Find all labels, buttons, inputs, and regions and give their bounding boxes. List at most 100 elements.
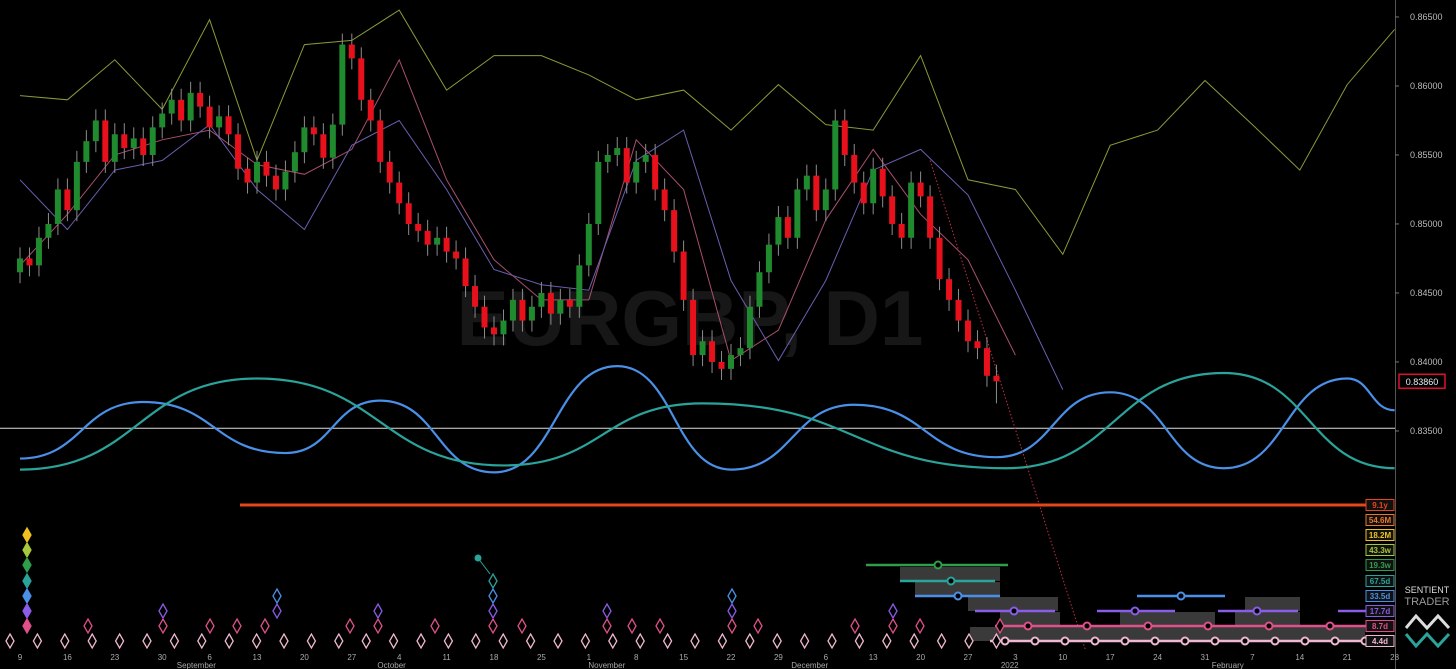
cycle-diamond: [22, 617, 32, 635]
candle-body: [310, 127, 317, 135]
cycle-diamond: [169, 632, 180, 650]
x-tick-label: 3: [1013, 653, 1018, 662]
y-tick-label: 0.83500: [1410, 426, 1443, 436]
cycle-diamond: [727, 602, 737, 620]
cycle-label: 54.6M: [1369, 516, 1392, 525]
candle-body: [851, 154, 858, 183]
cycle-diamond: [772, 632, 782, 650]
x-tick-label: 27: [964, 653, 973, 662]
x-tick-label: 20: [916, 653, 925, 662]
candle-body: [244, 168, 251, 183]
cycle-node: [1176, 591, 1186, 601]
candle-body: [197, 92, 204, 107]
candle-body: [917, 182, 924, 197]
candle-body: [803, 175, 810, 190]
y-tick-label: 0.84000: [1410, 357, 1443, 367]
candle-body: [841, 120, 848, 155]
cycle-diamond: [799, 632, 810, 650]
candle-body: [329, 124, 336, 158]
cycle-diamond: [158, 602, 168, 620]
candle-body: [73, 161, 80, 211]
cycle-zone: [900, 567, 1000, 581]
cycle-label: 9.1y: [1372, 501, 1388, 510]
x-tick-label: 7: [1250, 653, 1255, 662]
cycle-label: 8.7d: [1372, 622, 1388, 631]
cycle-wave: [19, 365, 1395, 474]
cycle-node: [1330, 636, 1340, 646]
cycle-node: [1325, 621, 1335, 631]
cycle-diamond: [83, 617, 93, 635]
candle-body: [83, 141, 90, 162]
cycle-diamond: [498, 632, 508, 650]
candle-body: [974, 341, 981, 349]
candle-body: [272, 175, 279, 190]
candle-body: [614, 148, 621, 155]
cycle-diamond: [5, 632, 15, 650]
last-price-label: 0.83860: [1406, 377, 1439, 387]
cycle-diamond: [361, 632, 371, 650]
x-tick-label: 1: [587, 653, 592, 662]
y-tick-label: 0.85000: [1410, 219, 1443, 229]
cycle-label-box: [1365, 499, 1395, 511]
cycle-diamond: [224, 632, 234, 650]
candle-body: [500, 320, 507, 335]
candle-body: [121, 134, 128, 149]
cycle-diamond: [60, 632, 70, 650]
candle-body: [17, 258, 23, 273]
x-tick-label: 9: [18, 653, 23, 662]
cycle-diamond: [753, 617, 763, 635]
cycle-diamond: [232, 617, 242, 635]
cycle-wave: [19, 371, 1395, 471]
candle-body: [633, 161, 640, 183]
candle-body: [832, 120, 839, 190]
cycle-diamond: [635, 632, 645, 650]
cycle-node: [1143, 621, 1153, 631]
x-tick-label: 31: [1201, 653, 1210, 662]
month-label: September: [177, 661, 216, 669]
candle-body: [386, 161, 393, 183]
cycle-node: [1180, 636, 1190, 646]
candle-body: [235, 134, 242, 169]
x-tick-label: 11: [442, 653, 451, 662]
cycle-diamond: [690, 632, 700, 650]
cycle-diamond: [964, 632, 974, 650]
cycle-diamond: [915, 617, 925, 635]
candle-body: [604, 154, 611, 162]
candle-body: [927, 196, 934, 238]
candle-body: [509, 299, 516, 321]
marker-dot: [474, 554, 482, 562]
cycle-node: [1130, 606, 1140, 616]
cycle-zone: [968, 597, 1058, 611]
cycle-diamond: [608, 632, 618, 650]
x-tick-label: 17: [1106, 653, 1115, 662]
candle-body: [206, 106, 213, 128]
x-tick-label: 29: [774, 653, 783, 662]
y-tick-label: 0.85500: [1410, 150, 1443, 160]
x-tick-label: 10: [1058, 653, 1067, 662]
candle-body: [254, 161, 260, 183]
candle-body: [263, 161, 270, 176]
candle-body: [225, 116, 232, 135]
candle-body: [405, 203, 412, 224]
x-tick-label: 25: [537, 653, 546, 662]
cycle-diamond: [517, 617, 527, 635]
cycle-diamond: [888, 602, 898, 620]
candle-body: [946, 279, 953, 300]
candle-body: [813, 175, 820, 211]
cycle-diamond: [443, 632, 454, 650]
cycle-diamond: [662, 632, 673, 650]
candle-body: [746, 306, 753, 349]
cycle-diamond: [334, 632, 344, 650]
candle-body: [566, 299, 573, 307]
cycle-zone: [915, 582, 1000, 596]
x-tick-label: 14: [1295, 653, 1304, 662]
month-label: November: [588, 661, 625, 669]
cycle-diamond: [488, 617, 498, 635]
x-tick-label: 4: [397, 653, 402, 662]
cycle-node: [933, 560, 943, 570]
candle-body: [519, 299, 526, 321]
x-tick-label: 27: [347, 653, 356, 662]
cycle-diamond: [388, 632, 399, 650]
candle-body: [377, 120, 384, 162]
